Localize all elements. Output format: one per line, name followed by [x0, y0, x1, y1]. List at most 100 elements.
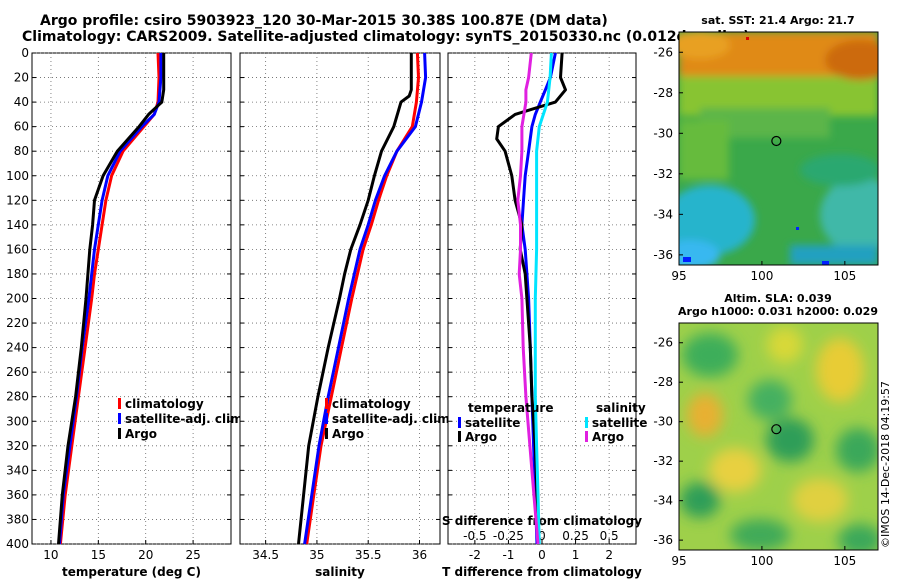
salinity-panel: 34.5 35 35.5 36 salinity climatologysatellite…	[239, 52, 454, 579]
legend-label: Argo	[125, 427, 157, 441]
legend-label: climatology	[125, 397, 204, 411]
x2-tick-label: -0.25	[493, 529, 524, 543]
x-tick-label: 35	[309, 548, 324, 562]
series-line-climatology	[305, 52, 420, 545]
x-axis-label: T difference from climatology	[442, 565, 642, 579]
y-tick-label: 360	[6, 488, 29, 502]
map-x-tick-label: 95	[671, 269, 686, 283]
legend-swatch	[458, 431, 461, 442]
sst-map-title: sat. SST: 21.4 Argo: 21.7	[701, 14, 855, 27]
series-line-temperature-argo	[495, 52, 567, 545]
legend-label: climatology	[332, 397, 411, 411]
map-y-tick-label: -28	[653, 86, 673, 100]
legend-swatch	[325, 428, 328, 439]
y-tick-label: 0	[21, 46, 29, 60]
x-tick-label: 20	[138, 548, 153, 562]
y-tick-label: 280	[6, 390, 29, 404]
series-line-salinity-argo	[516, 52, 540, 545]
legend-swatch	[458, 417, 461, 428]
y-tick-label: 220	[6, 316, 29, 330]
legend-swatch	[585, 417, 588, 428]
x-tick-label: -1	[502, 548, 514, 562]
legend-label: Argo	[332, 427, 364, 441]
y-tick-label: 400	[6, 537, 29, 551]
map-y-tick-label: -32	[653, 167, 673, 181]
x2-tick-label: -0.5	[463, 529, 486, 543]
map-y-tick-label: -26	[653, 336, 673, 350]
y-tick-label: 120	[6, 193, 29, 207]
figure-title-line2: Climatology: CARS2009. Satellite-adjuste…	[22, 29, 750, 45]
x2-axis-label: S difference from climatology	[442, 514, 642, 528]
x-tick-label: 15	[91, 548, 106, 562]
y-tick-label: 140	[6, 218, 29, 232]
temperature-panel: 0 20 40 60 80 100 120 140 160 180 200 220 240 260 280 3…	[6, 46, 247, 579]
y-tick-label: 60	[14, 120, 29, 134]
y-tick-label: 200	[6, 292, 29, 306]
x-axis-label: salinity	[315, 565, 365, 579]
legend-label: satellite	[465, 416, 520, 430]
series-line-satellite-adj-clim-	[303, 52, 428, 545]
figure-title-line1: Argo profile: csiro 5903923_120 30-Mar-2…	[40, 13, 608, 29]
x2-tick-label: 0.25	[562, 529, 589, 543]
y-tick-label: 20	[14, 71, 29, 85]
map-x-tick-label: 105	[833, 554, 856, 568]
legend-swatch	[325, 398, 328, 409]
series-line-salinity-satellite	[533, 52, 553, 545]
map-y-tick-label: -36	[653, 248, 673, 262]
map-y-tick-label: -30	[653, 126, 673, 140]
series-line-argo	[57, 53, 166, 545]
x-tick-label: 25	[185, 548, 200, 562]
x-tick-label: -2	[469, 548, 481, 562]
x2-tick-label: 0	[538, 529, 546, 543]
x-tick-label: 10	[43, 548, 58, 562]
map-x-tick-label: 95	[671, 554, 686, 568]
difference-panel: -2 -1 0 1 2 T difference from climatology S di…	[442, 52, 647, 579]
y-tick-label: 320	[6, 439, 29, 453]
sst-map	[679, 32, 878, 265]
y-tick-label: 100	[6, 169, 29, 183]
map-y-tick-label: -26	[653, 45, 673, 59]
map-x-tick-label: 100	[750, 554, 773, 568]
sla-map-title-1: Altim. SLA: 0.039	[724, 292, 832, 305]
x-tick-label: 0	[538, 548, 546, 562]
y-tick-label: 160	[6, 242, 29, 256]
y-tick-label: 240	[6, 341, 29, 355]
map-y-tick-label: -30	[653, 415, 673, 429]
legend-label: Argo	[592, 430, 624, 444]
x-tick-label: 36	[412, 548, 427, 562]
x-axis-label: temperature (deg C)	[62, 565, 201, 579]
map-x-tick-label: 105	[833, 269, 856, 283]
legend-heading: temperature	[468, 401, 553, 415]
map-y-tick-label: -28	[653, 375, 673, 389]
legend-label: satellite-adj. clim.	[125, 412, 247, 426]
sla-argo-location-marker	[771, 424, 782, 435]
map-ticks: 95 100 105 -26 -28 -30 -32 -34 -36 95 100 105 -26 -28…	[653, 45, 856, 568]
y-tick-label: 260	[6, 365, 29, 379]
map-y-tick-label: -32	[653, 454, 673, 468]
y-tick-label: 40	[14, 95, 29, 109]
legend-label: Argo	[465, 430, 497, 444]
series-line-argo	[297, 53, 413, 545]
plot-frame	[31, 52, 232, 545]
x-tick-label: 35.5	[355, 548, 382, 562]
map-x-tick-label: 100	[750, 269, 773, 283]
x-tick-label: 1	[572, 548, 580, 562]
y-tick-label: 380	[6, 512, 29, 526]
y-tick-label: 340	[6, 463, 29, 477]
y-tick-label: 180	[6, 267, 29, 281]
y-tick-label: 300	[6, 414, 29, 428]
x2-tick-label: 0.5	[600, 529, 619, 543]
x-tick-label: 2	[605, 548, 613, 562]
map-y-tick-label: -34	[653, 207, 673, 221]
sla-map	[679, 323, 878, 550]
x-tick-label: 34.5	[252, 548, 279, 562]
y-tick-label: 80	[14, 144, 29, 158]
map-y-tick-label: -36	[653, 533, 673, 547]
legend-swatch	[118, 428, 121, 439]
sst-argo-location-marker	[771, 135, 782, 147]
sla-map-title-2: Argo h1000: 0.031 h2000: 0.029	[678, 305, 878, 318]
legend-swatch	[325, 413, 328, 424]
legend-swatch	[118, 413, 121, 424]
